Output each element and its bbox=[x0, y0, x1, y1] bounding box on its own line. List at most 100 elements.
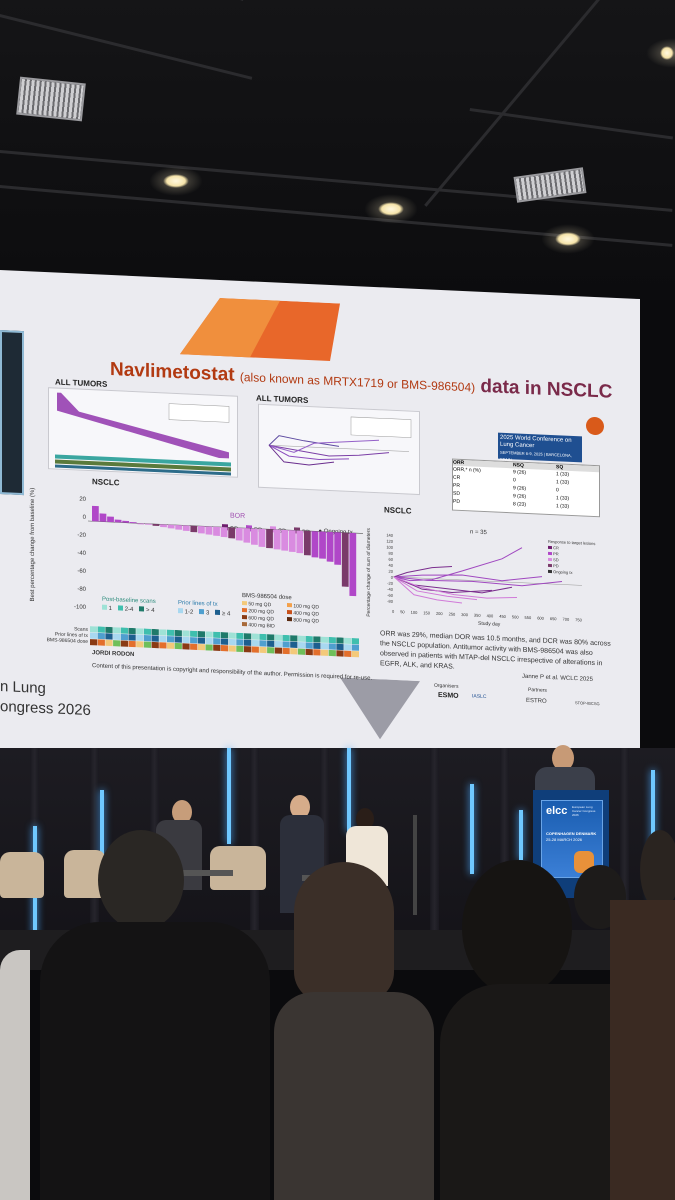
heatmap-cell bbox=[105, 639, 113, 647]
prior-lines-1: 1-2 bbox=[178, 608, 193, 616]
heatmap-cell bbox=[151, 628, 159, 636]
spider-x-tick: 0 bbox=[392, 608, 395, 614]
led-light-bar bbox=[519, 810, 523, 860]
heatmap-cell bbox=[90, 626, 98, 633]
post-baseline-2-text: 2-4 bbox=[124, 606, 134, 614]
prior-lines-2-text: 3 bbox=[206, 610, 210, 617]
orr-table-cell: 8 (23) bbox=[513, 501, 527, 508]
podium-city: COPENHAGEN DENMARK bbox=[546, 831, 597, 836]
spider-x-tick: 750 bbox=[575, 617, 582, 623]
heatmap-cell bbox=[128, 627, 136, 635]
spider-line bbox=[393, 566, 453, 578]
waterfall-y-tick: -100 bbox=[73, 604, 86, 611]
heatmap-cell bbox=[328, 643, 336, 650]
heatmap-cell bbox=[120, 627, 128, 634]
organisers-label: Organisers bbox=[434, 682, 459, 690]
panelist-head bbox=[290, 795, 310, 819]
ceiling-truss bbox=[240, 0, 325, 2]
audience-member bbox=[40, 830, 270, 1200]
heatmap-cell bbox=[105, 633, 113, 640]
decorative-shape bbox=[340, 677, 420, 740]
all-tumors-spider-panel bbox=[258, 403, 420, 496]
waterfall-bar bbox=[137, 523, 145, 525]
panel-table bbox=[183, 870, 233, 876]
audience-body bbox=[274, 992, 434, 1200]
waterfall-bar bbox=[349, 532, 357, 597]
waterfall-bar bbox=[152, 523, 160, 527]
spider-line bbox=[393, 576, 463, 604]
heatmap-cell bbox=[236, 639, 244, 646]
waterfall-bar bbox=[190, 525, 198, 533]
event-line1: n Lung bbox=[0, 678, 46, 698]
heatmap-cell bbox=[313, 642, 321, 650]
heatmap-cell bbox=[197, 643, 206, 651]
heatmap-cell bbox=[244, 639, 252, 646]
spider-x-tick: 350 bbox=[473, 612, 481, 618]
waterfall-bar bbox=[129, 521, 137, 524]
waterfall-bar bbox=[288, 530, 296, 553]
spider-baseline bbox=[392, 576, 582, 586]
heatmap-cell bbox=[336, 637, 344, 644]
waterfall-y-ticks: 20 0 -20 -40 -60 -80 -100 bbox=[60, 496, 86, 617]
podium-brand: elcc bbox=[546, 805, 568, 817]
copyright-notice: Content of this presentation is copyrigh… bbox=[92, 663, 373, 682]
heatmap-cell bbox=[351, 637, 359, 645]
waterfall-bar bbox=[167, 524, 175, 529]
heatmap-cell bbox=[220, 632, 229, 639]
heatmap-cell bbox=[313, 636, 321, 643]
heatmap-cell bbox=[128, 634, 136, 641]
heatmap-cell bbox=[190, 643, 198, 650]
post-baseline-1: 1 bbox=[102, 604, 112, 612]
spider-x-tick: 200 bbox=[435, 610, 443, 617]
waterfall-y-tick: -60 bbox=[77, 568, 86, 575]
heatmap-cell bbox=[105, 626, 113, 634]
spotlight bbox=[364, 194, 418, 224]
heatmap-cell bbox=[220, 638, 229, 645]
waterfall-y-axis-label: Best percentage change from baseline (%) bbox=[30, 487, 36, 602]
heatmap-cell bbox=[167, 642, 175, 649]
heatmap-cell bbox=[197, 630, 206, 638]
waterfall-bar bbox=[251, 528, 258, 545]
heatmap-cell bbox=[344, 644, 352, 651]
podium-dates: 25-28 MARCH 2026 bbox=[546, 837, 583, 842]
spider-x-tick: 650 bbox=[549, 615, 557, 622]
led-light-bar bbox=[470, 784, 474, 874]
led-light-bar bbox=[100, 790, 104, 880]
spider-line bbox=[393, 547, 523, 582]
heatmap-cell bbox=[190, 630, 198, 637]
nsclc-label-right: NSCLC bbox=[384, 505, 412, 516]
podium-display: elcc European Lung Cancer Congress 2026 … bbox=[541, 800, 603, 878]
estro-logo: ESTRO bbox=[526, 697, 547, 705]
post-baseline-3-text: > 4 bbox=[146, 607, 155, 615]
heatmap-cell bbox=[174, 642, 182, 650]
heatmap-cell bbox=[220, 645, 229, 652]
projection-screen: Navlimetostat (also known as MRTX1719 or… bbox=[0, 270, 640, 778]
audience-head bbox=[98, 830, 184, 930]
spider-x-tick: 100 bbox=[410, 609, 418, 615]
heatmap-cell bbox=[205, 644, 213, 651]
prior-lines-3: ≥ 4 bbox=[215, 609, 231, 618]
heatmap-cell bbox=[267, 640, 275, 647]
heatmap-cell bbox=[159, 642, 167, 649]
waterfall-y-tick: -40 bbox=[77, 550, 86, 557]
wclc-badge: 2025 World Conference on Lung Cancer SEP… bbox=[498, 432, 582, 463]
led-light-bar bbox=[347, 748, 351, 832]
heatmap-cell bbox=[228, 638, 236, 646]
waterfall-bar bbox=[304, 530, 311, 556]
nsclc-waterfall-chart bbox=[88, 505, 363, 597]
heatmap-cell bbox=[228, 632, 236, 639]
spider-y-axis-label: Percentage change of sum of diameters bbox=[366, 527, 372, 617]
heatmap-cell bbox=[120, 633, 128, 641]
dose-legend: 50 mg QD 100 mg QD 200 mg QD 400 mg QD 6… bbox=[242, 600, 332, 632]
panelist-head bbox=[172, 800, 192, 824]
waterfall-bar bbox=[99, 513, 107, 522]
heatmap-cell bbox=[113, 640, 121, 647]
heatmap-cell bbox=[282, 647, 290, 655]
prior-lines-3-text: ≥ 4 bbox=[222, 611, 231, 618]
brand-circle-icon bbox=[586, 416, 604, 436]
heatmap-cell bbox=[274, 634, 283, 641]
nsclc-label-left: NSCLC bbox=[92, 477, 120, 488]
stop-ibcsg-logo: STOP-IBCSG bbox=[575, 700, 600, 707]
row-label: BMS-986504 dose bbox=[46, 637, 88, 645]
heatmap-cell bbox=[90, 639, 98, 646]
